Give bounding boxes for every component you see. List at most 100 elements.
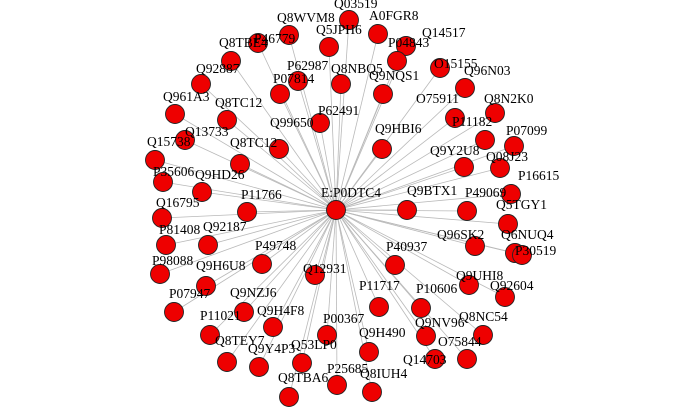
node-22[interactable] xyxy=(475,130,495,150)
node-label-42: P49748 xyxy=(255,238,297,253)
node-label-2: Q03519 xyxy=(334,0,378,11)
edge-14 xyxy=(335,93,384,211)
edge-17 xyxy=(226,119,337,211)
node-52[interactable] xyxy=(411,298,431,318)
node-49[interactable] xyxy=(164,302,184,322)
node-label-61: O75844 xyxy=(438,334,482,349)
edge-54 xyxy=(272,209,337,328)
node-39[interactable] xyxy=(198,235,218,255)
node-62[interactable] xyxy=(249,357,269,377)
node-label-53: Q92604 xyxy=(490,278,534,293)
node-3[interactable] xyxy=(368,24,388,44)
node-25[interactable] xyxy=(504,136,524,156)
node-67[interactable] xyxy=(362,382,382,402)
node-60[interactable] xyxy=(359,342,379,362)
edge-9 xyxy=(335,67,441,211)
node-54[interactable] xyxy=(263,317,283,337)
node-12[interactable] xyxy=(331,74,351,94)
node-46[interactable] xyxy=(196,276,216,296)
node-65[interactable] xyxy=(279,387,299,407)
node-label-17: Q8TC12 xyxy=(215,95,262,110)
node-43[interactable] xyxy=(385,255,405,275)
edge-24 xyxy=(335,148,383,211)
node-18[interactable] xyxy=(445,108,465,128)
node-label-62: Q9Y4P3 xyxy=(248,341,296,356)
node-35[interactable] xyxy=(457,201,477,221)
node-15[interactable] xyxy=(455,78,475,98)
node-label-3: A0FGR8 xyxy=(369,8,419,23)
edge-58 xyxy=(326,209,337,336)
node-10[interactable] xyxy=(191,74,211,94)
node-27[interactable] xyxy=(230,154,250,174)
node-55[interactable] xyxy=(200,325,220,345)
node-26[interactable] xyxy=(145,150,165,170)
node-label-34: Q9BTX1 xyxy=(407,183,457,198)
node-label-23: Q99650 xyxy=(270,115,314,130)
node-64[interactable] xyxy=(425,349,445,369)
hub-node[interactable] xyxy=(326,200,346,220)
node-57[interactable] xyxy=(473,325,493,345)
node-40[interactable] xyxy=(465,236,485,256)
edge-55 xyxy=(209,209,337,336)
edge-61 xyxy=(335,209,468,360)
hub-label: E:P0DTC4 xyxy=(321,185,381,200)
node-4[interactable] xyxy=(248,33,268,53)
node-47[interactable] xyxy=(305,265,325,285)
node-label-5: Q5JPH6 xyxy=(316,22,362,37)
node-44[interactable] xyxy=(512,245,532,265)
node-45[interactable] xyxy=(150,264,170,284)
node-8[interactable] xyxy=(387,51,407,71)
node-28[interactable] xyxy=(454,157,474,177)
node-37[interactable] xyxy=(498,214,518,234)
edge-31 xyxy=(201,191,337,211)
node-2[interactable] xyxy=(339,10,359,30)
node-label-21: Q13733 xyxy=(185,124,229,139)
node-23[interactable] xyxy=(269,139,289,159)
node-33[interactable] xyxy=(237,202,257,222)
node-7[interactable] xyxy=(221,51,241,71)
node-30[interactable] xyxy=(153,172,173,192)
node-66[interactable] xyxy=(327,375,347,395)
node-label-28: Q9Y2U8 xyxy=(430,143,480,158)
node-label-45: P98088 xyxy=(152,253,194,268)
node-6[interactable] xyxy=(396,36,416,56)
edge-44 xyxy=(335,209,523,256)
node-50[interactable] xyxy=(234,302,254,322)
node-21[interactable] xyxy=(175,130,195,150)
node-1[interactable] xyxy=(279,25,299,45)
node-label-40: Q96SK2 xyxy=(437,227,484,242)
node-53[interactable] xyxy=(495,287,515,307)
edge-43 xyxy=(335,209,396,266)
node-42[interactable] xyxy=(252,254,272,274)
node-31[interactable] xyxy=(192,182,212,202)
node-16[interactable] xyxy=(165,104,185,124)
node-20[interactable] xyxy=(310,113,330,133)
node-5[interactable] xyxy=(319,37,339,57)
node-56[interactable] xyxy=(416,326,436,346)
node-34[interactable] xyxy=(397,200,417,220)
node-29[interactable] xyxy=(490,158,510,178)
node-label-43: P40937 xyxy=(386,239,428,254)
node-label-24: Q9HBI6 xyxy=(375,121,422,136)
node-51[interactable] xyxy=(369,297,389,317)
node-61[interactable] xyxy=(457,349,477,369)
node-59[interactable] xyxy=(217,352,237,372)
node-19[interactable] xyxy=(485,103,505,123)
node-38[interactable] xyxy=(156,235,176,255)
node-36[interactable] xyxy=(152,208,172,228)
node-63[interactable] xyxy=(292,353,312,373)
node-label-39: Q92187 xyxy=(203,219,247,234)
node-11[interactable] xyxy=(288,71,308,91)
node-58[interactable] xyxy=(317,325,337,345)
node-label-38: P81408 xyxy=(159,222,201,237)
node-17[interactable] xyxy=(217,110,237,130)
node-14[interactable] xyxy=(373,84,393,104)
node-label-8: P04843 xyxy=(388,35,430,50)
node-32[interactable] xyxy=(501,184,521,204)
node-9[interactable] xyxy=(430,58,450,78)
node-48[interactable] xyxy=(459,275,479,295)
edge-20 xyxy=(319,122,337,211)
node-24[interactable] xyxy=(372,139,392,159)
edge-39 xyxy=(207,209,337,246)
node-13[interactable] xyxy=(270,84,290,104)
